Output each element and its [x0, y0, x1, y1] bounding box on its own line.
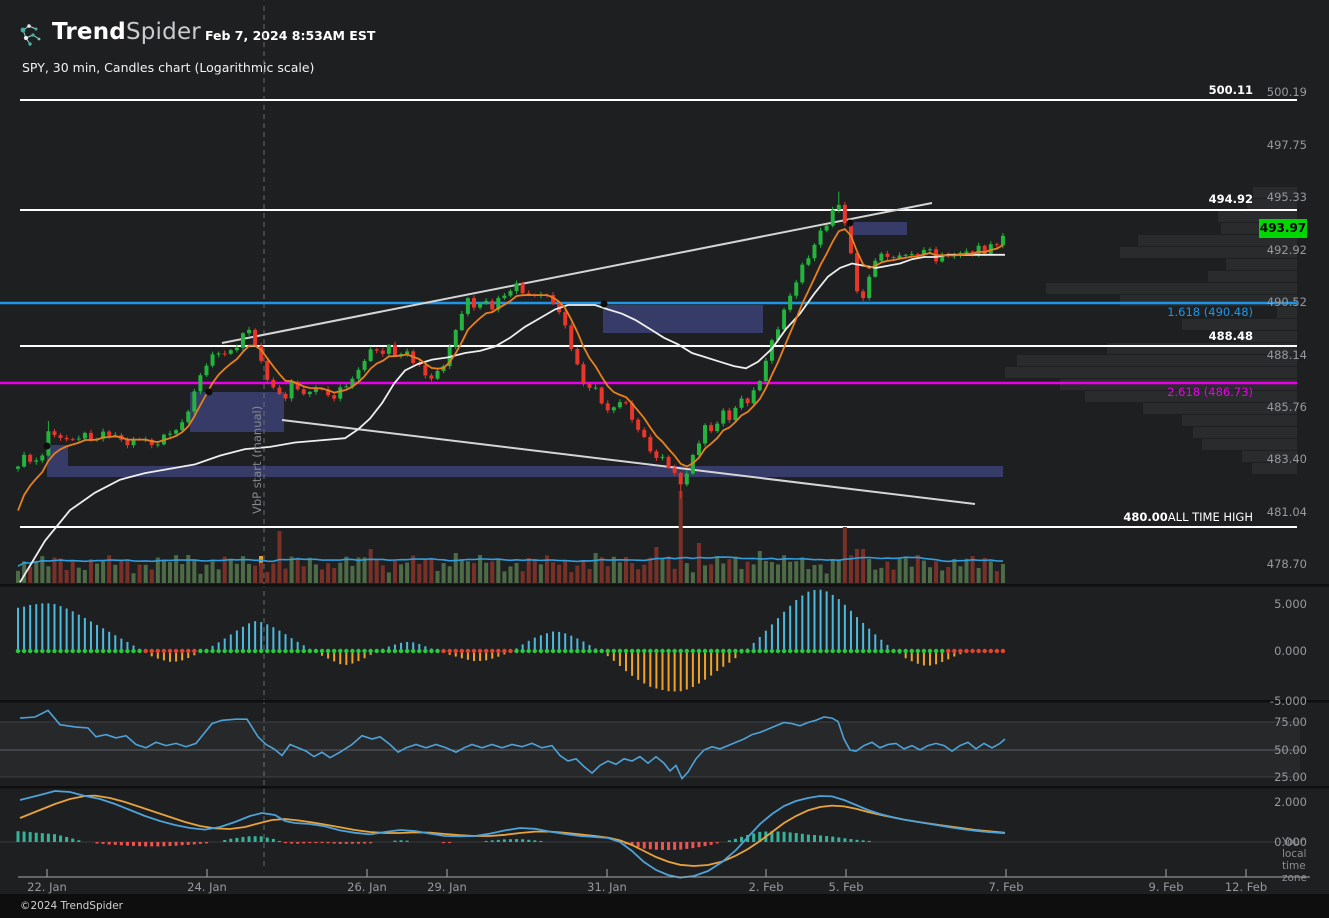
oscillator-axis-label: 2.000: [1274, 795, 1307, 809]
time-axis: [18, 869, 1310, 878]
price-axis-label: 483.40: [1266, 452, 1307, 466]
price-axis-label: 488.14: [1266, 348, 1307, 362]
price-level-label: 488.48: [1208, 329, 1253, 343]
price-level-label: 494.92: [1208, 192, 1253, 206]
oscillator-panel: [0, 790, 1300, 879]
date-axis-label: 12. Feb: [1224, 880, 1268, 894]
fast-ma-line: [17, 227, 1004, 511]
price-level-label: 500.11: [1208, 83, 1253, 97]
price-axis-label: 495.33: [1266, 190, 1307, 204]
price-axis-label: 481.04: [1266, 505, 1307, 519]
rsi-line: [19, 709, 1006, 781]
timezone-note[interactable]: Your local time zone: [1281, 836, 1308, 884]
date-axis-label: 26. Jan: [347, 880, 387, 894]
date-axis-label: 5. Feb: [828, 880, 864, 894]
date-axis-label: 24. Jan: [187, 880, 227, 894]
date-axis-label: 2. Feb: [748, 880, 784, 894]
price-level-lines: [0, 99, 1297, 528]
vbp-anchor-dot: [846, 219, 854, 227]
date-axis-label: 29. Jan: [427, 880, 467, 894]
macd-axis-label: 5.000: [1274, 597, 1307, 611]
app-header: TrendSpider Feb 7, 2024 8:53AM EST: [0, 0, 1329, 56]
vbp-start-label: VbP start (manual): [250, 405, 264, 514]
rsi-axis-label: 75.00: [1274, 715, 1307, 729]
macd-histogram: [15, 589, 1006, 692]
vbp-anchor-dot: [43, 442, 51, 450]
rsi-axis-label: 25.00: [1274, 770, 1307, 784]
volume-profile: [1005, 187, 1297, 474]
price-axis-label: 500.19: [1266, 85, 1307, 99]
date-axis-label: 7. Feb: [988, 880, 1024, 894]
price-axis-label: 492.92: [1266, 243, 1307, 257]
volume-bars: [16, 491, 1005, 583]
chart-subtitle: SPY, 30 min, Candles chart (Logarithmic …: [22, 60, 315, 75]
price-axis-label: 490.52: [1266, 295, 1307, 309]
brand-title: TrendSpider: [52, 19, 201, 45]
candlestick-series: [16, 191, 1005, 499]
copyright: ©2024 TrendSpider: [20, 900, 123, 912]
vbp-anchor-dot: [600, 300, 608, 308]
volume-ma-line: [17, 556, 1004, 567]
fib-level-label: 1.618 (490.48): [1167, 305, 1253, 319]
trendlines: [221, 202, 976, 505]
chart-timestamp: Feb 7, 2024 8:53AM EST: [205, 28, 376, 43]
last-price-badge: 493.97: [1259, 219, 1307, 238]
vbp-zones: [47, 222, 1003, 477]
bottom-strip: ©2024 TrendSpider: [0, 894, 1329, 918]
price-axis-label: 497.75: [1266, 138, 1307, 152]
all-time-high-label: ALL TIME HIGH: [1167, 510, 1253, 524]
price-axis-label: 478.70: [1266, 557, 1307, 571]
fib-level-label: 2.618 (486.73): [1167, 385, 1253, 399]
rsi-axis-label: 50.00: [1274, 743, 1307, 757]
oscillator-axis-label: 0.000: [1274, 835, 1307, 849]
macd-axis-label: -5.000: [1269, 694, 1307, 708]
oscillator-blue-line: [19, 790, 1006, 879]
rsi-panel: [0, 709, 1300, 781]
vbp-anchor-dot: [205, 388, 213, 396]
trendspider-logo-icon: [20, 24, 41, 46]
macd-axis-label: 0.000: [1274, 644, 1307, 658]
price-axis-label: 485.76: [1266, 400, 1307, 414]
date-axis-label: 31. Jan: [587, 880, 627, 894]
date-axis-label: 22. Jan: [27, 880, 67, 894]
date-axis-label: 9. Feb: [1148, 880, 1184, 894]
price-level-label: 480.00ALL TIME HIGH: [1123, 510, 1253, 524]
